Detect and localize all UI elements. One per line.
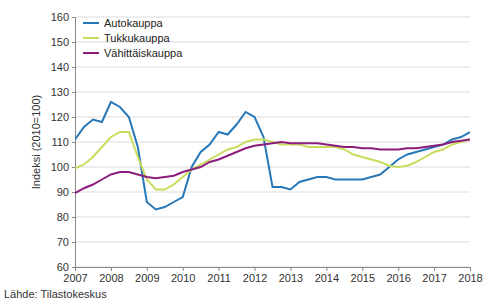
- tick: 2012: [243, 267, 267, 284]
- tick: 2016: [386, 267, 410, 284]
- tick-label: 2015: [351, 272, 375, 284]
- grid-line: [75, 92, 470, 93]
- x-axis: 2007 2008 2009 2010 2011 2012 2013 2014 2015 2016…: [63, 267, 482, 284]
- tick: 2014: [315, 267, 339, 284]
- tick-label: 2013: [279, 272, 303, 284]
- legend-item: Autokauppa: [83, 17, 164, 29]
- tick: 2017: [422, 267, 446, 284]
- tick-mark: [72, 217, 75, 218]
- tick-label: 140: [51, 61, 69, 73]
- tick-label: 120: [51, 111, 69, 123]
- tick: 130: [51, 86, 75, 98]
- tick-mark: [72, 242, 75, 243]
- tick: 2008: [99, 267, 123, 284]
- legend-label: Autokauppa: [104, 17, 164, 29]
- lines: [75, 102, 470, 210]
- tick-mark: [326, 267, 327, 271]
- tick-label: 70: [57, 236, 69, 248]
- tick-mark: [72, 17, 75, 18]
- tick-label: 2017: [422, 272, 446, 284]
- tick-label: 2010: [171, 272, 195, 284]
- tick: 2015: [351, 267, 375, 284]
- tick-label: 2014: [315, 272, 339, 284]
- axis-line: [76, 268, 471, 272]
- tick: 140: [51, 61, 75, 73]
- legend: Autokauppa Tukkukauppa Vähittäiskauppa: [83, 17, 183, 59]
- tick-label: 2009: [135, 272, 159, 284]
- tick: 70: [57, 236, 75, 248]
- tick: 80: [57, 211, 75, 223]
- tick-mark: [362, 267, 363, 271]
- tick: 120: [51, 111, 75, 123]
- tick-mark: [147, 267, 148, 271]
- grid-line: [75, 242, 470, 243]
- series-line: [75, 102, 470, 210]
- tick-mark: [72, 42, 75, 43]
- y-axis-title: Indeksi (2010=100): [30, 95, 42, 189]
- tick-mark: [72, 267, 75, 268]
- tick-label: 2011: [207, 272, 231, 284]
- tick-label: 90: [57, 186, 69, 198]
- legend-label: Vähittäiskauppa: [104, 47, 183, 59]
- legend-item: Vähittäiskauppa: [83, 47, 183, 59]
- tick: 2013: [279, 267, 303, 284]
- tick: 160: [51, 11, 75, 23]
- tick-label: 80: [57, 211, 69, 223]
- tick-mark: [72, 192, 75, 193]
- axis-line: [72, 18, 76, 268]
- tick-mark: [470, 267, 471, 271]
- source-note: Lähde: Tilastokeskus: [4, 288, 107, 300]
- grid-line: [75, 217, 470, 218]
- tick: 2009: [135, 267, 159, 284]
- tick-mark: [398, 267, 399, 271]
- tick-label: 2012: [243, 272, 267, 284]
- tick-label: 2016: [386, 272, 410, 284]
- tick-label: 2007: [63, 272, 87, 284]
- chart: 2007 2008 2009 2010 2011 2012 2013 2014 2015 2016…: [0, 0, 493, 304]
- tick-label: 2008: [99, 272, 123, 284]
- grid-line: [75, 117, 470, 118]
- tick-label: 130: [51, 86, 69, 98]
- tick-mark: [219, 267, 220, 271]
- plot-area: 2007 2008 2009 2010 2011 2012 2013 2014 2015 2016…: [51, 11, 483, 284]
- tick: 2010: [171, 267, 195, 284]
- tick: 150: [51, 36, 75, 48]
- tick: 2018: [458, 267, 482, 284]
- tick-mark: [72, 67, 75, 68]
- tick-mark: [72, 167, 75, 168]
- tick: 110: [51, 136, 75, 148]
- tick-mark: [72, 117, 75, 118]
- legend-swatch: [83, 52, 99, 54]
- legend-item: Tukkukauppa: [83, 32, 171, 44]
- tick-mark: [183, 267, 184, 271]
- tick-label: 110: [51, 136, 69, 148]
- tick: 90: [57, 186, 75, 198]
- y-axis: 60 70 80 90 100 110 120 130 140 150 160: [51, 11, 76, 273]
- series-line: [75, 140, 470, 194]
- tick-mark: [111, 267, 112, 271]
- legend-label: Tukkukauppa: [104, 32, 171, 44]
- tick-label: 150: [51, 36, 69, 48]
- series-line: [75, 132, 470, 190]
- grid-line: [75, 192, 470, 193]
- tick: 60: [57, 261, 75, 273]
- tick-mark: [290, 267, 291, 271]
- tick-mark: [255, 267, 256, 271]
- tick-label: 160: [51, 11, 69, 23]
- tick-label: 100: [51, 161, 69, 173]
- tick-label: 2018: [458, 272, 482, 284]
- tick: 100: [51, 161, 75, 173]
- tick-label: 60: [57, 261, 69, 273]
- tick-mark: [434, 267, 435, 271]
- tick-mark: [72, 142, 75, 143]
- legend-swatch: [83, 37, 99, 39]
- grid-line: [75, 67, 470, 68]
- tick-mark: [72, 92, 75, 93]
- grid: [75, 17, 470, 267]
- tick: 2011: [207, 267, 231, 284]
- legend-swatch: [83, 22, 99, 24]
- grid-line: [75, 167, 470, 168]
